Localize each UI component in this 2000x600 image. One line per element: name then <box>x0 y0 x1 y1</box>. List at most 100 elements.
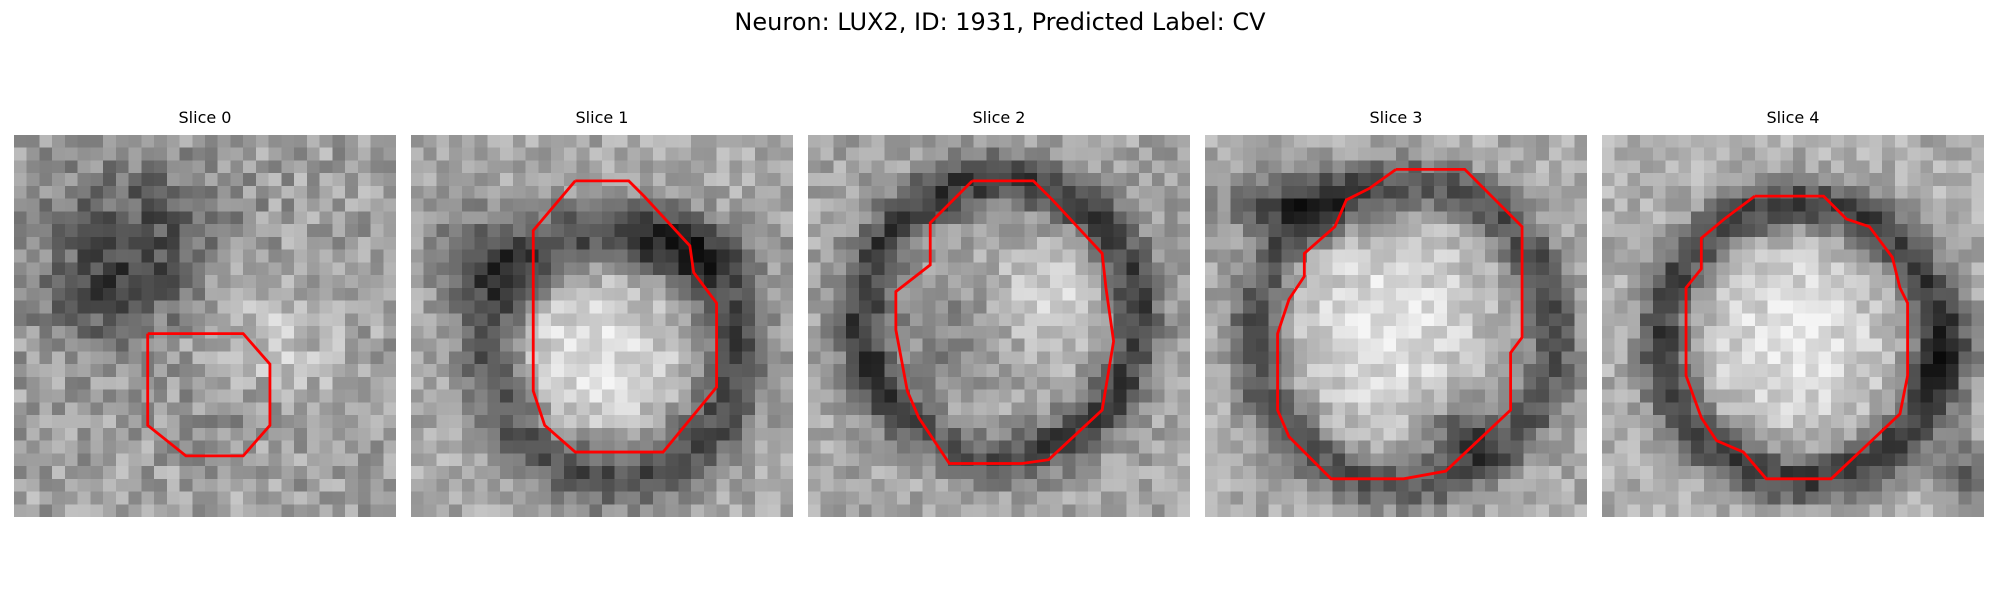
texture-pixel <box>1627 262 1641 276</box>
texture-pixel <box>1049 376 1063 390</box>
texture-pixel <box>589 466 603 479</box>
texture-pixel <box>846 147 859 161</box>
texture-pixel <box>243 224 256 237</box>
texture-pixel <box>52 160 65 174</box>
texture-pixel <box>1510 427 1524 441</box>
texture-pixel <box>1088 173 1101 186</box>
texture-pixel <box>1907 198 1921 212</box>
texture-pixel <box>1742 300 1755 314</box>
texture-pixel <box>1306 427 1320 441</box>
texture-pixel <box>411 478 424 492</box>
texture-pixel <box>1640 376 1653 390</box>
texture-pixel <box>77 135 91 148</box>
texture-pixel <box>1319 135 1333 148</box>
texture-pixel <box>268 364 282 377</box>
texture-pixel <box>691 313 704 327</box>
texture-pixel <box>935 135 949 148</box>
texture-pixel <box>1472 338 1486 352</box>
texture-pixel <box>665 249 679 263</box>
texture-pixel <box>1139 198 1152 212</box>
texture-pixel <box>1126 376 1140 390</box>
texture-pixel <box>1652 364 1666 377</box>
texture-pixel <box>999 504 1012 517</box>
texture-pixel <box>846 300 859 314</box>
texture-pixel <box>103 147 116 161</box>
texture-pixel <box>1024 287 1038 301</box>
texture-pixel <box>716 478 730 492</box>
texture-pixel <box>268 249 282 263</box>
texture-pixel <box>1408 504 1422 517</box>
texture-pixel <box>1345 173 1358 186</box>
texture-pixel <box>1177 211 1190 225</box>
texture-pixel <box>1049 287 1063 301</box>
texture-pixel <box>716 224 730 237</box>
texture-pixel <box>217 135 231 148</box>
texture-pixel <box>255 504 269 517</box>
texture-pixel <box>614 313 628 327</box>
texture-pixel <box>1780 135 1794 148</box>
texture-pixel <box>1602 135 1615 148</box>
texture-pixel <box>1139 351 1152 365</box>
texture-pixel <box>243 300 256 314</box>
texture-pixel <box>1640 415 1653 428</box>
texture-pixel <box>1920 262 1934 276</box>
texture-pixel <box>154 198 167 212</box>
texture-pixel <box>1614 504 1628 517</box>
texture-pixel <box>1037 236 1050 250</box>
texture-pixel <box>986 389 1000 403</box>
texture-pixel <box>922 262 936 276</box>
texture-pixel <box>1933 351 1946 365</box>
texture-pixel <box>90 478 104 492</box>
texture-pixel <box>1281 504 1295 517</box>
texture-pixel <box>1536 211 1549 225</box>
texture-pixel <box>1205 300 1218 314</box>
slice-image-3 <box>1205 135 1587 517</box>
texture-pixel <box>436 300 450 314</box>
texture-pixel <box>154 491 167 505</box>
texture-pixel <box>665 453 679 467</box>
texture-pixel <box>14 364 27 377</box>
texture-pixel <box>1561 364 1575 377</box>
texture-pixel <box>383 300 396 314</box>
texture-pixel <box>665 198 679 212</box>
texture-pixel <box>1049 262 1063 276</box>
texture-pixel <box>846 173 859 186</box>
texture-pixel <box>640 504 653 517</box>
texture-pixel <box>1678 135 1692 148</box>
texture-pixel <box>1716 275 1730 288</box>
texture-pixel <box>1268 504 1282 517</box>
texture-pixel <box>1024 249 1038 263</box>
texture-pixel <box>1255 491 1269 505</box>
texture-pixel <box>703 211 717 225</box>
texture-pixel <box>754 185 768 199</box>
texture-pixel <box>1780 453 1794 467</box>
texture-pixel <box>1177 389 1190 403</box>
texture-pixel <box>1678 249 1692 263</box>
texture-pixel <box>243 466 256 479</box>
texture-pixel <box>871 224 885 237</box>
texture-pixel <box>14 351 27 365</box>
texture-pixel <box>115 147 129 161</box>
texture-pixel <box>1011 135 1025 148</box>
texture-pixel <box>281 478 295 492</box>
texture-pixel <box>1818 478 1832 492</box>
texture-pixel <box>52 224 65 237</box>
texture-pixel <box>614 147 628 161</box>
slice-title: Slice 3 <box>1369 108 1423 127</box>
slice-panel-4: Slice 4 <box>1602 108 1984 528</box>
texture-pixel <box>345 351 358 365</box>
texture-pixel <box>1945 364 1959 377</box>
texture-pixel <box>1818 211 1832 225</box>
texture-pixel <box>1754 402 1768 416</box>
texture-pixel <box>922 338 936 352</box>
texture-pixel <box>1640 211 1653 225</box>
texture-pixel <box>1434 198 1447 212</box>
texture-pixel <box>960 389 974 403</box>
texture-pixel <box>1742 389 1755 403</box>
texture-pixel <box>1716 198 1730 212</box>
texture-pixel <box>1357 313 1371 327</box>
texture-pixel <box>1548 376 1562 390</box>
texture-pixel <box>370 427 384 441</box>
texture-pixel <box>268 440 282 454</box>
texture-pixel <box>833 478 847 492</box>
